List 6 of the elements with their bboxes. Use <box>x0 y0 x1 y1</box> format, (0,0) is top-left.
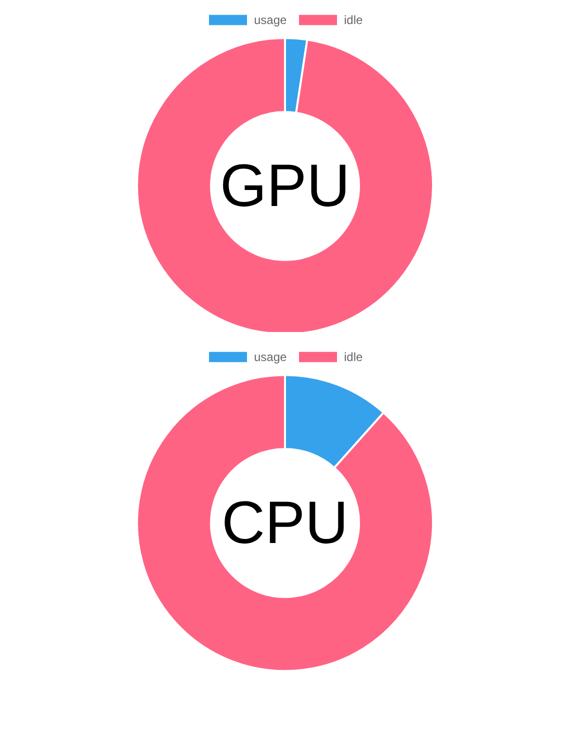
text: CPU <box>222 489 348 556</box>
legend-label: idle <box>344 13 364 27</box>
legend-label: idle <box>344 350 364 364</box>
legend-label: usage <box>254 350 288 364</box>
text: GPU <box>220 152 350 219</box>
legend-label: usage <box>254 13 288 27</box>
